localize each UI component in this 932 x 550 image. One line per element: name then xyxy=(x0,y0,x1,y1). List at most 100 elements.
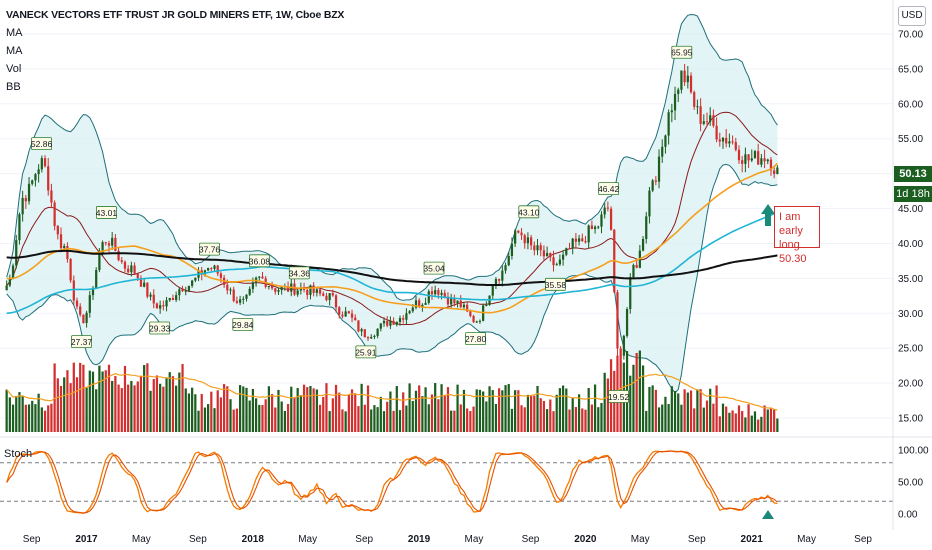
candle-body xyxy=(491,286,494,296)
price-label-box xyxy=(199,242,220,256)
candle-body xyxy=(216,265,219,274)
volume-bar xyxy=(238,385,242,432)
volume-bar xyxy=(529,396,533,432)
candle-body xyxy=(529,237,533,246)
volume-bar xyxy=(322,396,325,432)
indicator-vol[interactable]: Vol xyxy=(6,63,22,75)
indicator-ma-2[interactable]: MA xyxy=(6,45,23,57)
volume-bar xyxy=(21,395,24,432)
volume-bar xyxy=(629,375,632,432)
volume-bar xyxy=(194,394,197,432)
candle-body xyxy=(737,149,741,161)
volume-bar xyxy=(542,401,546,432)
price-tick: 40.00 xyxy=(898,239,923,250)
bb-fill xyxy=(6,14,778,393)
volume-bar xyxy=(680,404,683,432)
last-price-tag: 50.13 xyxy=(894,166,932,182)
volume-bar xyxy=(178,372,181,432)
currency-button[interactable]: USD xyxy=(898,6,926,26)
candle-body xyxy=(395,322,398,325)
price-label: 52.86 xyxy=(31,139,53,149)
candle-body xyxy=(430,291,434,295)
price-label: 27.80 xyxy=(465,334,487,344)
volume-bar xyxy=(737,405,741,432)
price-label: 29.33 xyxy=(149,323,171,333)
price-label: 35.58 xyxy=(545,280,567,290)
time-tick: May xyxy=(797,534,816,545)
volume-bar xyxy=(536,385,539,432)
candle-body xyxy=(619,348,622,356)
candle-body xyxy=(561,254,565,260)
stoch-tick: 0.00 xyxy=(898,510,918,521)
high-low-labels: 52.86 43.01 27.37 29.33 37.76 29.84 36.08 34.36… xyxy=(31,45,775,403)
candle-body xyxy=(494,279,498,287)
moving-averages xyxy=(6,162,778,315)
volume-bar xyxy=(635,353,638,432)
candle-body xyxy=(210,268,213,270)
candle-body xyxy=(360,329,363,332)
volume-bar xyxy=(197,410,200,432)
candle-body xyxy=(686,75,689,83)
candle-body xyxy=(693,92,696,107)
candle-body xyxy=(622,335,625,356)
volume-bar xyxy=(498,388,501,432)
candle-body xyxy=(72,280,75,301)
volume-bar xyxy=(539,398,542,432)
volume-bar xyxy=(757,419,760,432)
candle-body xyxy=(299,287,302,291)
candle-body xyxy=(207,268,210,271)
candle-body xyxy=(571,238,574,249)
volume-bar xyxy=(584,409,587,432)
volume-bar xyxy=(776,418,779,432)
candle-body xyxy=(763,158,766,162)
volume-bar xyxy=(341,409,344,432)
candle-body xyxy=(542,250,546,257)
candle-body xyxy=(680,70,683,90)
indicator-bb[interactable]: BB xyxy=(6,81,21,93)
candle-body xyxy=(213,265,216,269)
stoch-tick: 100.00 xyxy=(898,446,929,457)
volume-bar xyxy=(222,384,226,432)
time-tick: Sep xyxy=(23,534,41,545)
chart-title: VANECK VECTORS ETF TRUST JR GOLD MINERS … xyxy=(6,9,345,21)
candle-body xyxy=(654,180,657,182)
candle-body xyxy=(689,75,693,93)
volume-bar xyxy=(34,404,37,432)
ma-orange xyxy=(6,162,778,314)
volume-bar xyxy=(360,383,363,432)
volume-bar xyxy=(56,378,59,432)
volume-bar xyxy=(520,405,523,432)
candle-body xyxy=(437,290,440,295)
volume-bar xyxy=(133,385,136,432)
volume-bar xyxy=(59,385,63,432)
volume-bar xyxy=(242,386,245,432)
candle-body xyxy=(162,305,165,307)
candle-body xyxy=(545,253,549,257)
volume-bar xyxy=(24,404,27,432)
candle-body xyxy=(414,300,418,308)
candle-body xyxy=(149,294,152,297)
volume-bar xyxy=(376,407,379,432)
candle-body xyxy=(501,270,504,281)
price-label-box xyxy=(545,277,566,291)
volume-bar xyxy=(501,390,504,432)
candle-body xyxy=(171,297,175,300)
candle-body xyxy=(696,106,699,108)
candle-body xyxy=(155,303,159,309)
volume-bar xyxy=(200,394,203,432)
candle-body xyxy=(510,243,514,257)
volume-bar xyxy=(395,386,398,432)
candle-body xyxy=(462,304,466,308)
candle-body xyxy=(354,317,357,321)
indicator-legend: VANECK VECTORS ETF TRUST JR GOLD MINERS … xyxy=(6,6,344,96)
volume-bar xyxy=(386,401,389,432)
candle-body xyxy=(363,329,366,338)
volume-bar xyxy=(286,404,290,432)
price-label: 43.01 xyxy=(96,208,118,218)
volume-bar xyxy=(418,385,421,432)
indicator-ma-1[interactable]: MA xyxy=(6,27,23,39)
volume-bar xyxy=(638,350,641,432)
candle-body xyxy=(376,328,379,336)
volume-bar xyxy=(427,404,430,432)
